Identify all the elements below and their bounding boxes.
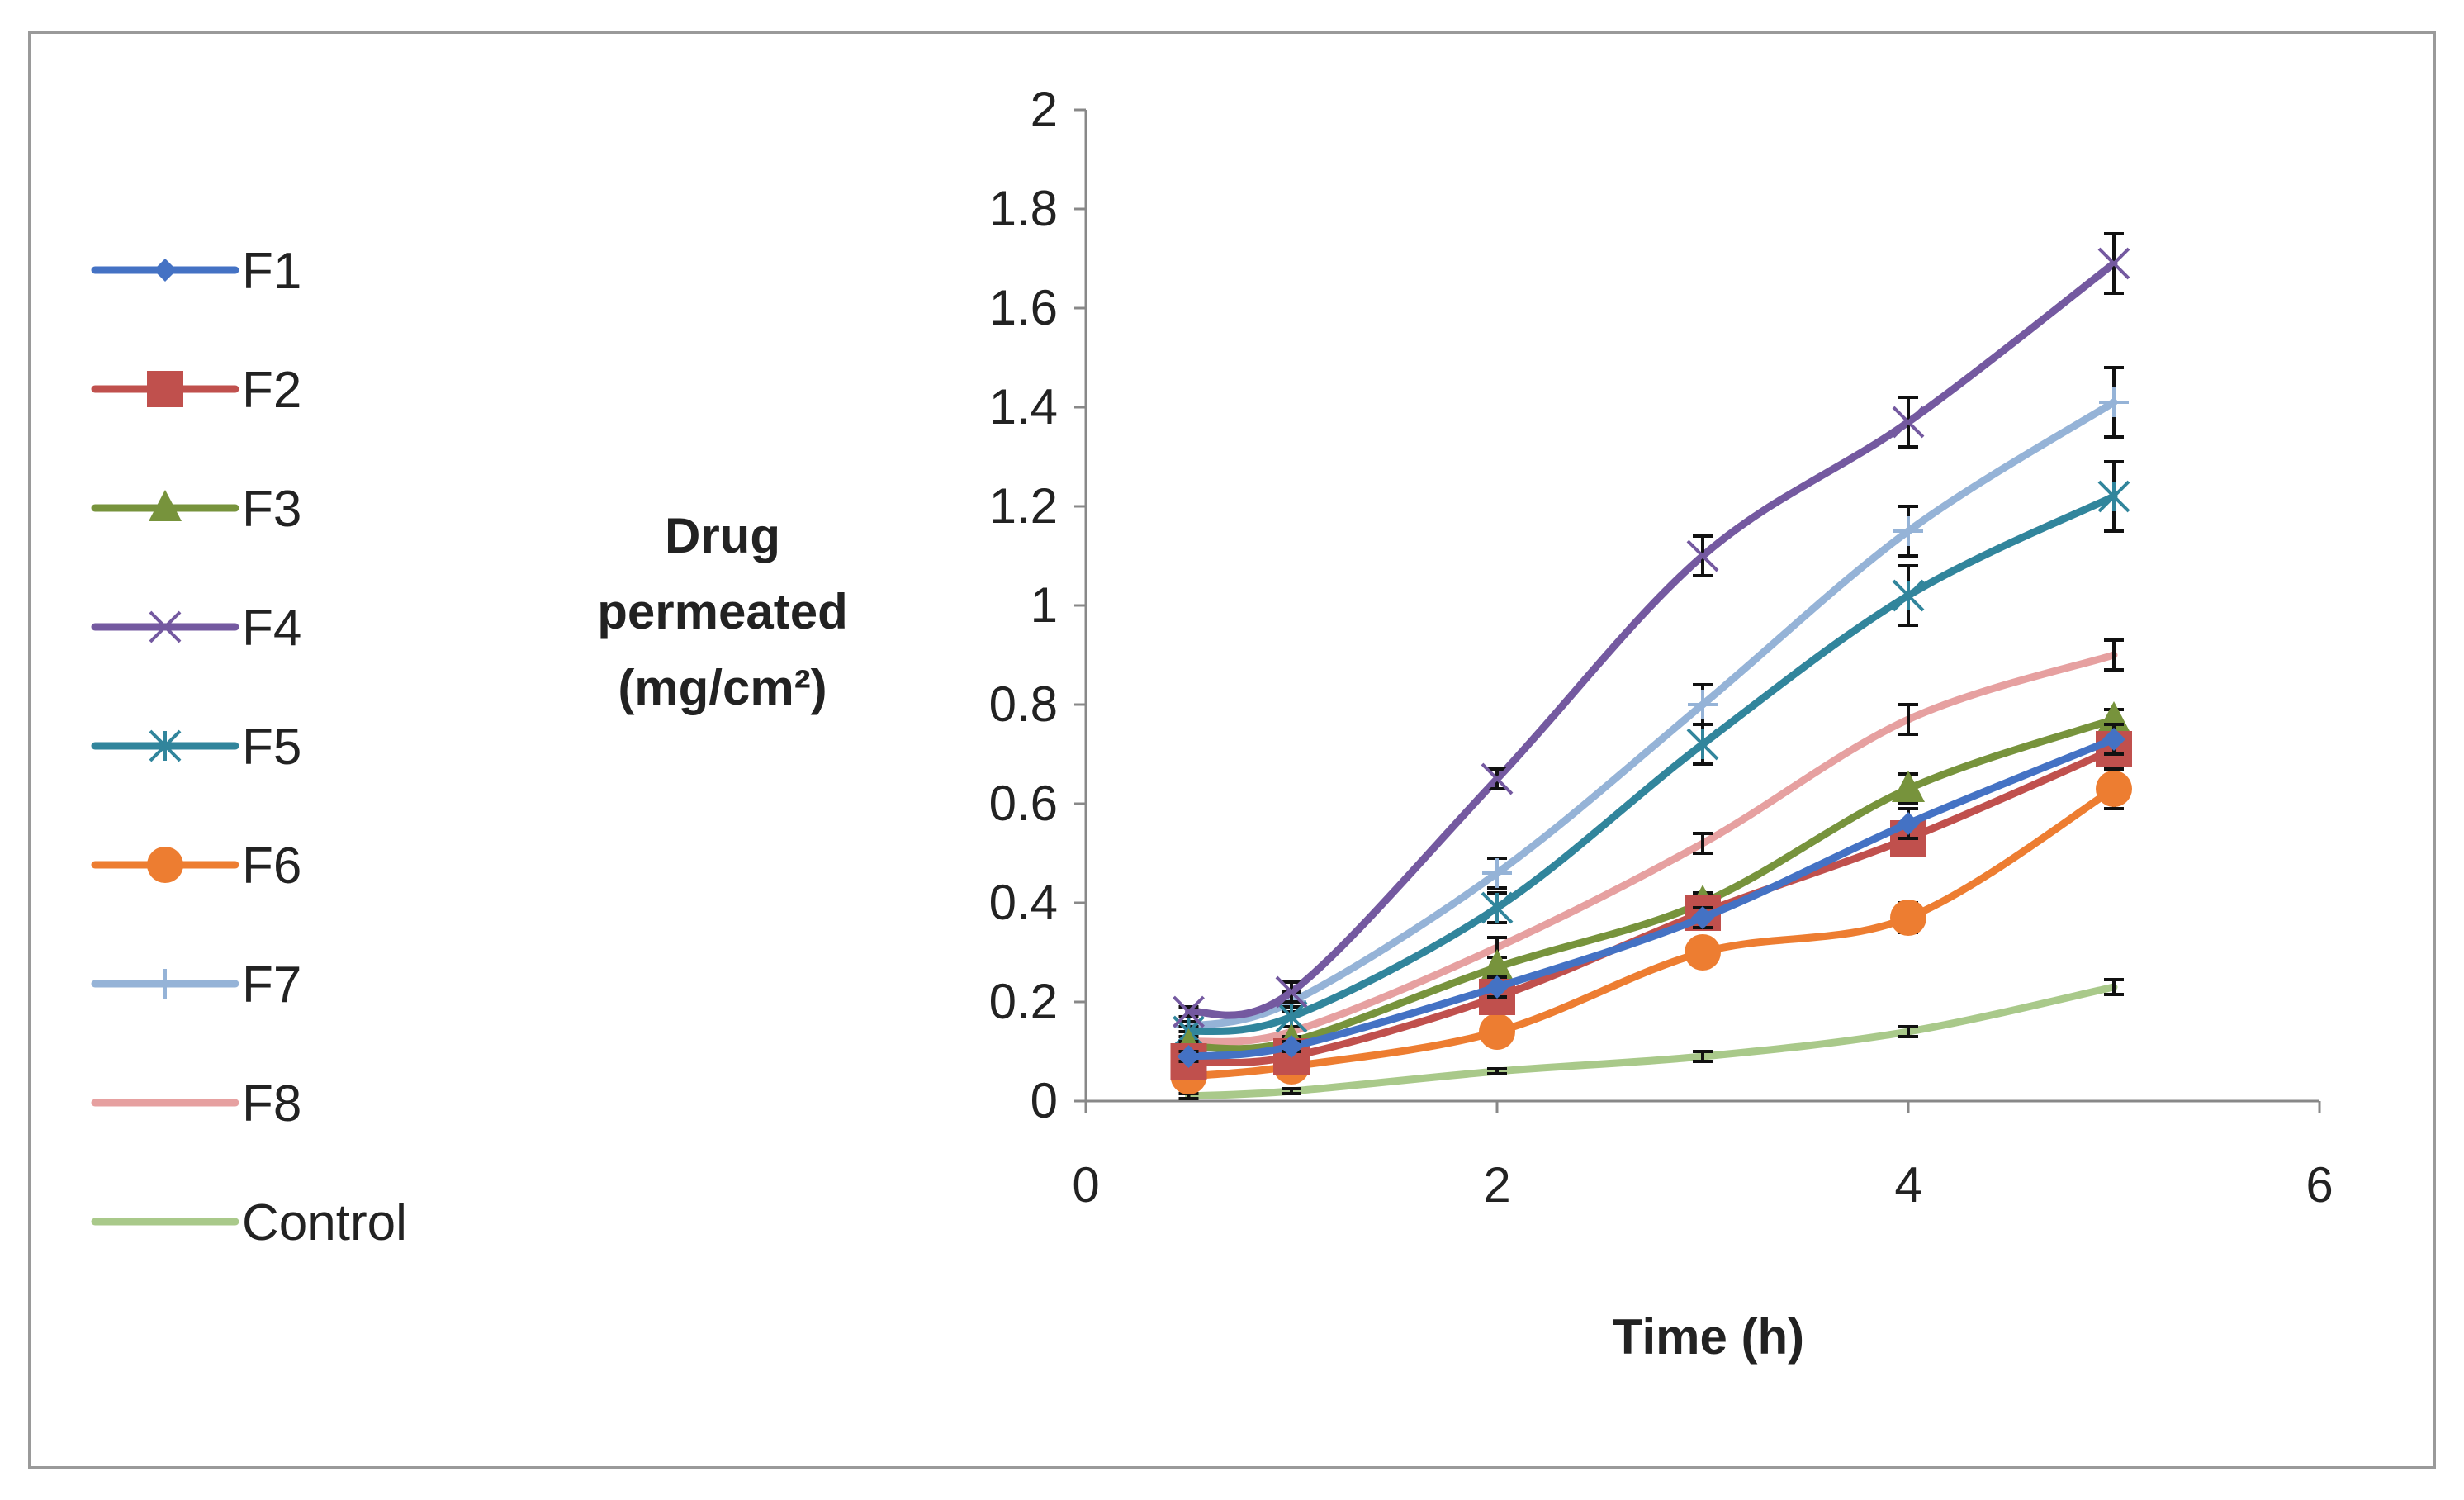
legend-item-f5: F5 <box>91 719 301 776</box>
error-bar-control <box>1898 1025 1918 1038</box>
error-bar-f8 <box>1898 703 1918 736</box>
y-tick-label: 1 <box>1031 577 1058 633</box>
data-point-f7 <box>1893 516 1923 546</box>
legend-label-f7: F7 <box>242 956 301 1013</box>
x-tick-label: 4 <box>1894 1157 1921 1213</box>
data-point-f5 <box>1481 891 1514 924</box>
data-point-f4 <box>1275 975 1308 1009</box>
line-chart: F1 F2 F3 F4 F5 F6 F7 F8 Control Drug permeated (… <box>91 82 2334 1365</box>
series <box>1170 232 2132 1100</box>
x-tick-label: 6 <box>2305 1157 2333 1213</box>
y-axis-title-line-3: (mg/cm²) <box>618 660 827 715</box>
data-point-f6 <box>1479 1013 1515 1050</box>
data-point-f4 <box>1173 995 1205 1028</box>
data-point-f5 <box>1892 579 1925 612</box>
y-tick-label: 1.8 <box>989 181 1058 236</box>
data-point-f6 <box>1685 934 1721 971</box>
legend-label-f3: F3 <box>242 481 301 538</box>
data-point-f4 <box>1686 539 1719 572</box>
data-point-f7 <box>1688 690 1718 719</box>
y-tick-label: 2 <box>1031 82 1058 137</box>
x-tick-label: 0 <box>1072 1157 1099 1213</box>
data-point-f1 <box>1177 1045 1201 1068</box>
error-bar-control <box>2104 978 2124 996</box>
error-bar-f8 <box>1693 832 1713 855</box>
data-point-f1 <box>2102 728 2125 751</box>
legend-item-f8: F8 <box>91 1075 301 1132</box>
legend-item-f3: F3 <box>91 481 301 538</box>
series-f5 <box>1173 460 2130 1048</box>
series-f4 <box>1173 232 2130 1028</box>
y-axis-title-line-2: permeated <box>597 584 847 639</box>
legend-label-f2: F2 <box>242 362 301 419</box>
y-tick-label: 1.2 <box>989 478 1058 534</box>
legend-label-f1: F1 <box>242 243 301 300</box>
y-tick-label: 0.2 <box>989 974 1058 1029</box>
legend-marker-f1 <box>154 259 177 282</box>
data-point-f1 <box>1280 1035 1303 1058</box>
legend: F1 F2 F3 F4 F5 F6 F7 F8 Control <box>91 243 407 1251</box>
series-line-f4 <box>1185 259 2118 1019</box>
error-bar-f8 <box>2104 638 2124 672</box>
legend-marker-f5 <box>149 729 182 762</box>
legend-marker-f4 <box>149 610 182 643</box>
data-point-f4 <box>2097 247 2130 280</box>
y-axis-title: Drug permeated (mg/cm²) <box>597 508 847 715</box>
legend-marker-f3 <box>149 490 182 521</box>
data-point-f1 <box>1897 812 1920 835</box>
legend-item-f2: F2 <box>91 362 301 419</box>
x-axis-title: Time (h) <box>1613 1309 1804 1365</box>
legend-marker-f2 <box>147 371 183 407</box>
error-bar-control <box>1693 1050 1713 1063</box>
legend-item-control: Control <box>91 1194 407 1251</box>
legend-marker-f7 <box>150 969 180 999</box>
y-tick-label: 1.4 <box>989 379 1058 434</box>
data-point-f4 <box>1481 762 1514 795</box>
data-point-f1 <box>1486 975 1509 999</box>
data-point-f6 <box>1890 900 1926 936</box>
series-f1 <box>1177 723 2125 1068</box>
legend-item-f4: F4 <box>91 600 301 657</box>
legend-item-f7: F7 <box>91 956 301 1013</box>
data-point-f3 <box>1481 949 1514 980</box>
data-point-f6 <box>2096 771 2132 807</box>
data-point-f5 <box>1686 728 1719 761</box>
data-point-f7 <box>2099 387 2129 417</box>
series-control <box>1178 978 2124 1100</box>
legend-label-f6: F6 <box>242 838 301 895</box>
legend-item-f6: F6 <box>91 838 301 895</box>
legend-label-control: Control <box>242 1194 407 1251</box>
legend-label-f5: F5 <box>242 719 301 776</box>
legend-label-f8: F8 <box>242 1075 301 1132</box>
y-axis-title-line-1: Drug <box>665 508 780 563</box>
data-point-f4 <box>1892 406 1925 439</box>
x-tick-label: 2 <box>1483 1157 1510 1213</box>
data-point-f7 <box>1482 858 1512 888</box>
chart-frame: F1 F2 F3 F4 F5 F6 F7 F8 Control Drug permeated (… <box>28 31 2436 1469</box>
error-bar-control <box>1282 1087 1301 1095</box>
legend-label-f4: F4 <box>242 600 301 657</box>
y-tick-label: 0.4 <box>989 875 1058 930</box>
axes: 0 0.2 0.4 0.6 0.8 1 1.2 1.4 1.6 1.8 2 0 2 4 6 <box>989 82 2334 1213</box>
legend-marker-f6 <box>147 847 183 883</box>
y-tick-label: 1.6 <box>989 280 1058 335</box>
y-tick-label: 0.8 <box>989 676 1058 732</box>
legend-item-f1: F1 <box>91 243 301 300</box>
y-tick-label: 0 <box>1031 1073 1058 1128</box>
data-point-f1 <box>1691 906 1714 929</box>
data-point-f5 <box>2097 480 2130 513</box>
error-bar-control <box>1487 1067 1507 1075</box>
data-point-f3 <box>1892 771 1925 802</box>
y-tick-label: 0.6 <box>989 776 1058 831</box>
